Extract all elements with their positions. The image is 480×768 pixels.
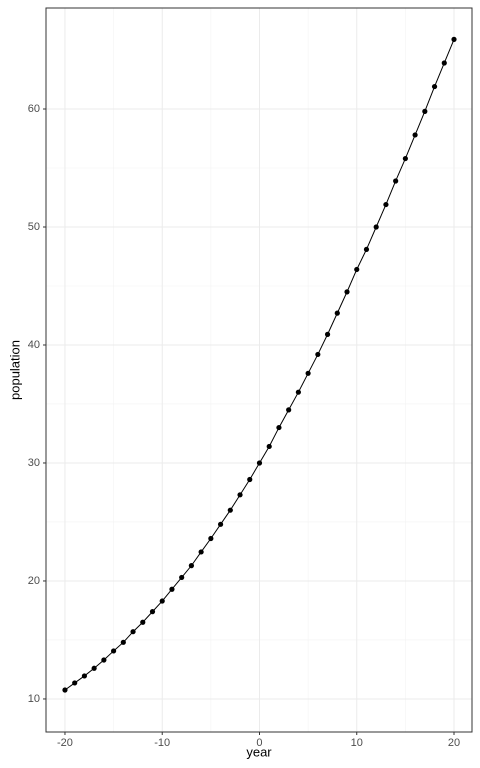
point	[140, 619, 146, 625]
point	[324, 331, 331, 337]
point	[120, 639, 126, 645]
point	[305, 370, 311, 376]
point	[91, 665, 97, 671]
point	[81, 673, 88, 679]
y-tick-label: 60	[28, 103, 40, 115]
point	[247, 476, 253, 483]
x-tick-label: 10	[351, 737, 363, 749]
point	[402, 155, 408, 162]
point	[227, 507, 233, 513]
point	[198, 549, 204, 555]
point	[354, 266, 360, 273]
point	[188, 563, 195, 569]
point	[208, 535, 214, 542]
point	[334, 310, 340, 316]
point	[315, 351, 321, 358]
y-tick-label: 30	[28, 457, 40, 469]
point	[451, 36, 457, 42]
point	[72, 680, 78, 686]
point	[344, 289, 350, 295]
y-tick-label: 20	[28, 575, 40, 587]
point	[441, 60, 447, 66]
point	[101, 657, 107, 663]
point	[110, 648, 117, 654]
point	[393, 178, 399, 184]
plot-border	[45, 7, 473, 733]
point	[130, 629, 136, 635]
y-tick-label: 10	[28, 693, 40, 705]
point	[266, 443, 272, 450]
point	[363, 246, 370, 253]
point	[412, 132, 418, 138]
point	[373, 224, 379, 230]
point	[431, 83, 438, 90]
point	[169, 586, 175, 592]
point	[422, 108, 428, 114]
point	[159, 598, 165, 604]
x-axis-title: year	[246, 744, 272, 759]
y-tick-label: 50	[28, 221, 40, 233]
y-axis-title: population	[7, 340, 22, 400]
point	[276, 424, 282, 431]
point	[62, 687, 68, 693]
point	[256, 460, 263, 466]
point	[237, 492, 243, 498]
point	[286, 407, 292, 413]
point	[149, 609, 156, 615]
x-tick-label: 0	[256, 737, 262, 749]
x-tick-label: -10	[154, 737, 170, 749]
point	[217, 521, 224, 527]
point	[179, 574, 185, 581]
y-tick-label: 40	[28, 339, 40, 351]
x-tick-label: -20	[57, 737, 73, 749]
x-tick-label: 20	[448, 737, 460, 749]
point	[383, 201, 389, 208]
point	[295, 389, 301, 395]
